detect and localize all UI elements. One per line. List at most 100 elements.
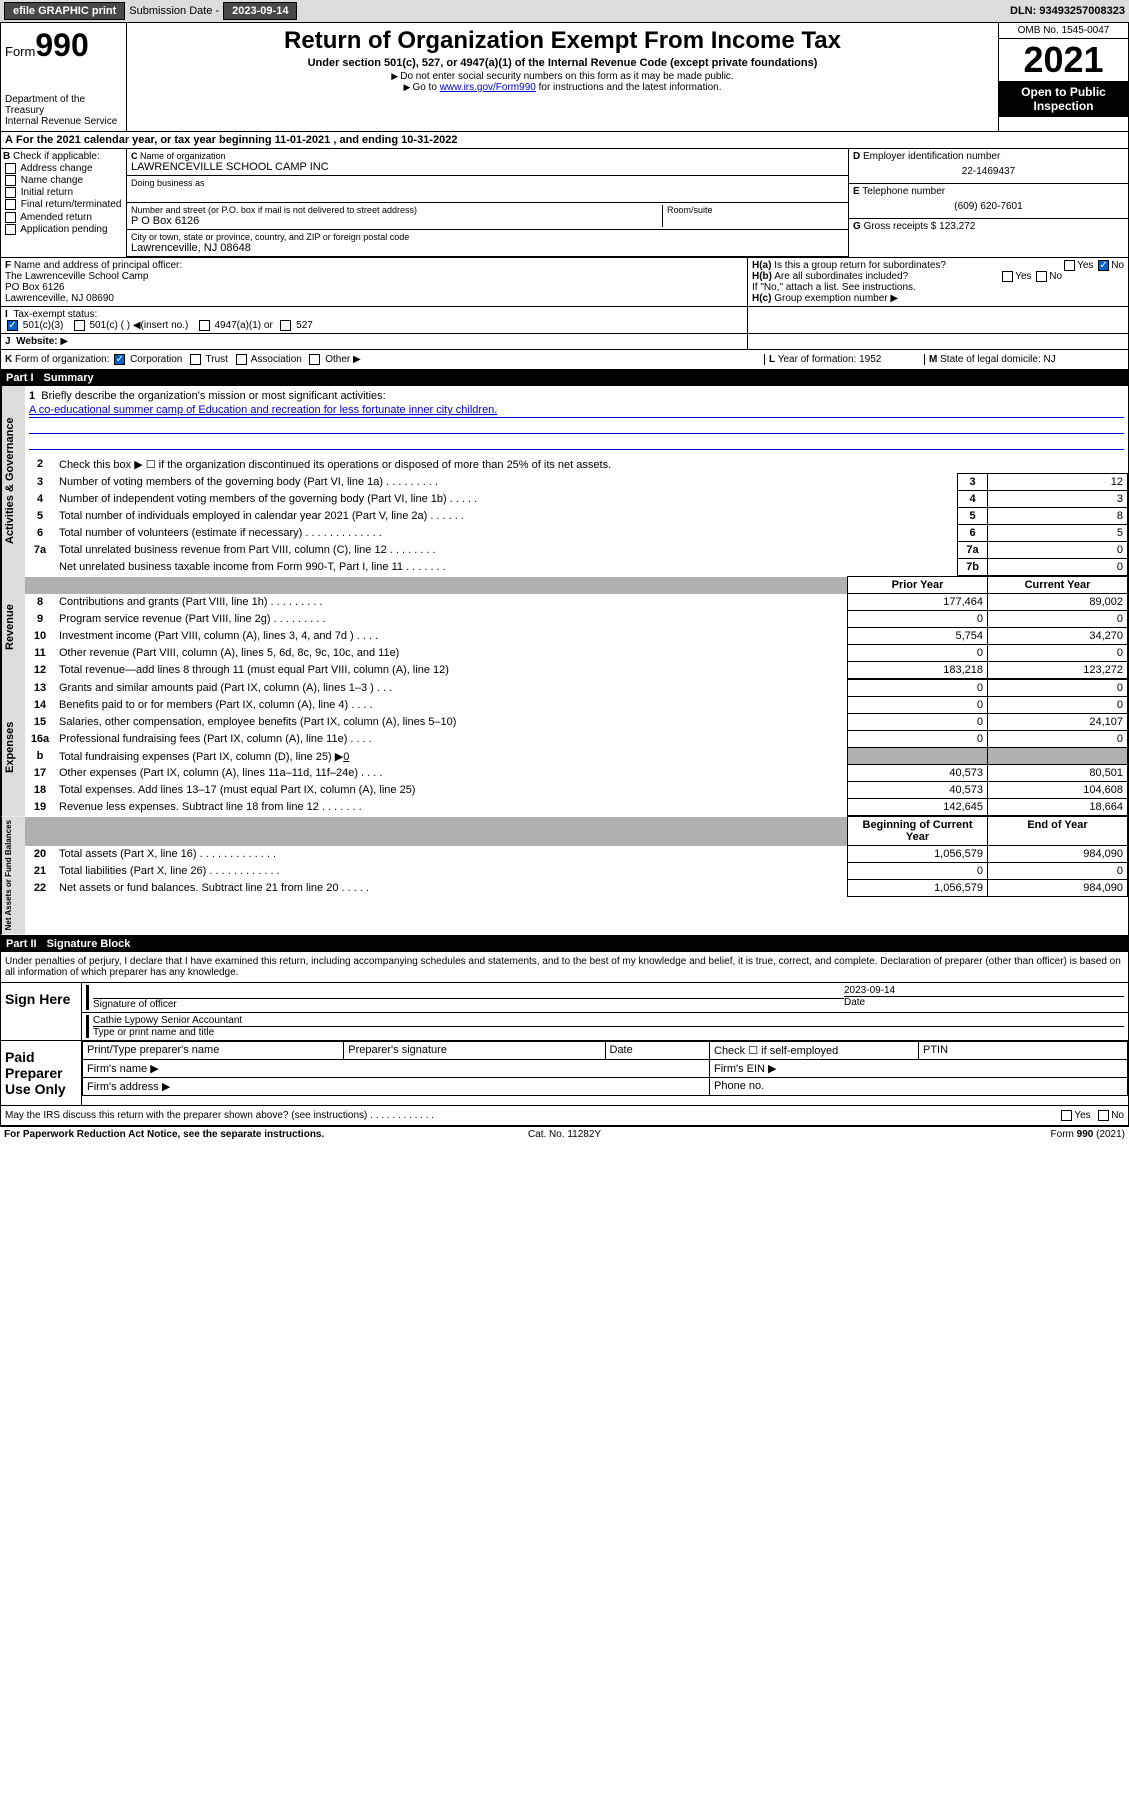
line17: Other expenses (Part IX, column (A), lin… xyxy=(55,765,848,782)
c21: 0 xyxy=(988,863,1128,880)
goto-post: for instructions and the latest informat… xyxy=(536,82,722,93)
hb-label: Are all subordinates included? xyxy=(774,271,908,282)
block-bcd: B Check if applicable: Address change Na… xyxy=(0,149,1129,258)
address-label: Number and street (or P.O. box if mail i… xyxy=(131,205,662,215)
c18: 104,608 xyxy=(988,782,1128,799)
insert-no: (insert no.) xyxy=(141,320,189,331)
cb-pending-lbl: Application pending xyxy=(20,224,107,235)
cb-address-lbl: Address change xyxy=(20,163,92,174)
self-employed: Check ☐ if self-employed xyxy=(710,1041,919,1059)
expenses-table: 13Grants and similar amounts paid (Part … xyxy=(25,679,1128,816)
sign-here: Sign Here xyxy=(1,983,81,1040)
c19: 18,664 xyxy=(988,799,1128,816)
form-subtitle: Under section 501(c), 527, or 4947(a)(1)… xyxy=(135,57,990,69)
line18: Total expenses. Add lines 13–17 (must eq… xyxy=(55,782,848,799)
part1-header: Part I Summary xyxy=(0,370,1129,386)
cb-initial-lbl: Initial return xyxy=(21,187,73,198)
mission-label: Briefly describe the organization's miss… xyxy=(41,390,385,402)
c16: 0 xyxy=(988,731,1128,748)
discuss-yes-lbl: Yes xyxy=(1074,1110,1090,1121)
firm-name-label: Firm's name ▶ xyxy=(83,1059,710,1077)
line14: Benefits paid to or for members (Part IX… xyxy=(55,697,848,714)
sig-date: 2023-09-14 xyxy=(844,985,1124,997)
line13: Grants and similar amounts paid (Part IX… xyxy=(55,680,848,697)
c16b xyxy=(988,748,1128,765)
p22: 1,056,579 xyxy=(848,880,988,897)
p14: 0 xyxy=(848,697,988,714)
cb-amended[interactable]: Amended return xyxy=(3,212,124,223)
website-label: Website: xyxy=(16,336,58,347)
governance-table: 2Check this box ▶ ☐ if the organization … xyxy=(25,456,1128,576)
footer: For Paperwork Reduction Act Notice, see … xyxy=(0,1126,1129,1142)
submission-date: 2023-09-14 xyxy=(223,2,297,20)
cb-assoc[interactable] xyxy=(236,354,247,365)
cb-501c3[interactable]: ✓ xyxy=(7,320,18,331)
p10: 5,754 xyxy=(848,628,988,645)
officer-addr2: Lawrenceville, NJ 08690 xyxy=(5,293,114,304)
mission-line2 xyxy=(29,420,1124,434)
p9: 0 xyxy=(848,611,988,628)
p11: 0 xyxy=(848,645,988,662)
part2-header: Part II Signature Block xyxy=(0,936,1129,952)
cb-other[interactable] xyxy=(309,354,320,365)
corp: Corporation xyxy=(130,354,182,365)
row-i: I Tax-exempt status: ✓ 501(c)(3) 501(c) … xyxy=(0,307,1129,334)
ha-no[interactable]: ✓ xyxy=(1098,260,1109,271)
val4: 3 xyxy=(988,491,1128,508)
ha-yes[interactable] xyxy=(1064,260,1075,271)
form990-link[interactable]: www.irs.gov/Form990 xyxy=(440,82,536,93)
discuss-yes[interactable] xyxy=(1061,1110,1072,1121)
print-name-label: Type or print name and title xyxy=(93,1027,214,1038)
cb-initial[interactable]: Initial return xyxy=(3,187,124,198)
cb-final[interactable]: Final return/terminated xyxy=(3,199,124,210)
boy-hdr: Beginning of Current Year xyxy=(848,817,988,846)
firm-ein-label: Firm's EIN ▶ xyxy=(710,1059,1128,1077)
discuss-no[interactable] xyxy=(1098,1110,1109,1121)
vlabel-activities: Activities & Governance xyxy=(1,386,25,576)
officer-name: The Lawrenceville School Camp xyxy=(5,271,148,282)
telephone: (609) 620-7601 xyxy=(853,197,1124,216)
ein-label: Employer identification number xyxy=(863,151,1000,162)
check-label: Check if applicable: xyxy=(13,151,100,162)
cb-501c[interactable] xyxy=(74,320,85,331)
yes-lbl2: Yes xyxy=(1015,271,1031,282)
row-k: K Form of organization: ✓ Corporation Tr… xyxy=(0,350,1129,370)
p21: 0 xyxy=(848,863,988,880)
efile-button[interactable]: efile GRAPHIC print xyxy=(4,2,125,20)
cb-address[interactable]: Address change xyxy=(3,163,124,174)
mission-text[interactable]: A co-educational summer camp of Educatio… xyxy=(29,404,1124,418)
hb-no[interactable] xyxy=(1036,271,1047,282)
hb-yes[interactable] xyxy=(1002,271,1013,282)
paid-preparer: Paid Preparer Use Only xyxy=(1,1041,81,1105)
cat-no: Cat. No. 11282Y xyxy=(378,1129,752,1140)
line11: Other revenue (Part VIII, column (A), li… xyxy=(55,645,848,662)
city-label: City or town, state or province, country… xyxy=(131,232,844,242)
part2-num: Part II xyxy=(6,938,37,950)
line19: Revenue less expenses. Subtract line 18 … xyxy=(55,799,848,816)
pra-notice: For Paperwork Reduction Act Notice, see … xyxy=(4,1129,324,1140)
other: Other xyxy=(325,354,350,365)
cb-trust[interactable] xyxy=(190,354,201,365)
p8: 177,464 xyxy=(848,594,988,611)
dept-treasury: Department of the Treasury xyxy=(5,94,122,116)
topbar: efile GRAPHIC print Submission Date - 20… xyxy=(0,0,1129,22)
cb-name-lbl: Name change xyxy=(21,175,83,186)
ha-label: Is this a group return for subordinates? xyxy=(774,260,946,271)
c12: 123,272 xyxy=(988,662,1128,679)
cb-name[interactable]: Name change xyxy=(3,175,124,186)
officer-label: Name and address of principal officer: xyxy=(14,260,182,271)
val3: 12 xyxy=(988,474,1128,491)
assoc: Association xyxy=(251,354,302,365)
c14: 0 xyxy=(988,697,1128,714)
col-d: D Employer identification number 22-1469… xyxy=(848,149,1128,257)
tel-label: Telephone number xyxy=(862,186,945,197)
cb-pending[interactable]: Application pending xyxy=(3,224,124,235)
cb-527[interactable] xyxy=(280,320,291,331)
val6: 5 xyxy=(988,525,1128,542)
line10: Investment income (Part VIII, column (A)… xyxy=(55,628,848,645)
sig-date-label: Date xyxy=(844,997,865,1008)
cb-corp[interactable]: ✓ xyxy=(114,354,125,365)
goto-note: Go to www.irs.gov/Form990 for instructio… xyxy=(135,82,990,93)
cb-4947[interactable] xyxy=(199,320,210,331)
city: Lawrenceville, NJ 08648 xyxy=(131,242,844,254)
